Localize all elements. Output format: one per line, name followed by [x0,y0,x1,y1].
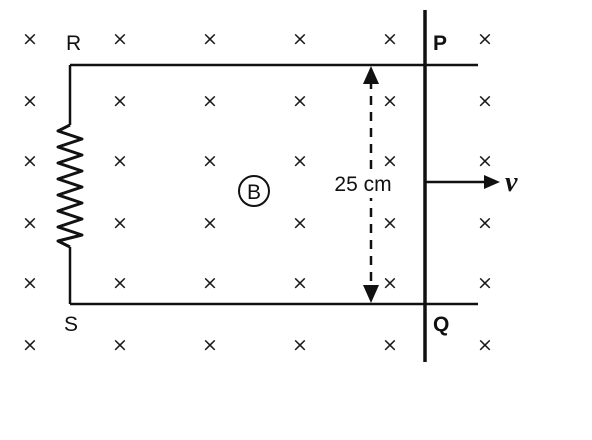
corner-label-q: Q [433,313,449,336]
cross-into-page-icon: × [22,90,38,112]
distance-label-background [325,170,401,198]
cross-into-page-icon: × [202,212,218,234]
cross-into-page-icon: × [22,28,38,50]
cross-into-page-icon: × [112,334,128,356]
cross-into-page-icon: × [202,90,218,112]
corner-label-p: P [433,32,447,55]
cross-into-page-icon: × [477,28,493,50]
field-label: B [247,181,261,204]
cross-into-page-icon: × [477,90,493,112]
cross-into-page-icon: × [22,150,38,172]
cross-into-page-icon: × [292,150,308,172]
cross-into-page-icon: × [382,150,398,172]
cross-into-page-icon: × [477,150,493,172]
cross-into-page-icon: × [292,272,308,294]
corner-label-r: R [66,32,81,55]
corner-label-s: S [64,313,78,336]
cross-into-page-icon: × [22,272,38,294]
cross-into-page-icon: × [382,90,398,112]
cross-into-page-icon: × [112,90,128,112]
arrow-up-icon [363,66,379,84]
distance-label: 25 cm [334,173,391,196]
cross-into-page-icon: × [382,28,398,50]
cross-into-page-icon: × [22,334,38,356]
cross-into-page-icon: × [292,334,308,356]
magnetic-field-crosses: × × × × × × × × × × × × × × × × × × × × × × × × × × × × × × × × × × × × [22,28,493,356]
cross-into-page-icon: × [112,272,128,294]
cross-into-page-icon: × [112,28,128,50]
arrow-down-icon [363,285,379,303]
cross-into-page-icon: × [202,272,218,294]
resistor-icon [56,123,84,249]
cross-into-page-icon: × [202,150,218,172]
velocity-label: v [505,167,518,198]
cross-into-page-icon: × [292,90,308,112]
cross-into-page-icon: × [477,334,493,356]
cross-into-page-icon: × [477,272,493,294]
cross-into-page-icon: × [22,212,38,234]
cross-into-page-icon: × [112,150,128,172]
field-symbol-circle [238,175,270,207]
cross-into-page-icon: × [477,212,493,234]
cross-into-page-icon: × [292,212,308,234]
cross-into-page-icon: × [382,334,398,356]
cross-into-page-icon: × [202,334,218,356]
cross-into-page-icon: × [112,212,128,234]
cross-into-page-icon: × [292,28,308,50]
cross-into-page-icon: × [382,212,398,234]
arrow-right-icon [484,175,500,189]
cross-into-page-icon: × [382,272,398,294]
cross-into-page-icon: × [202,28,218,50]
